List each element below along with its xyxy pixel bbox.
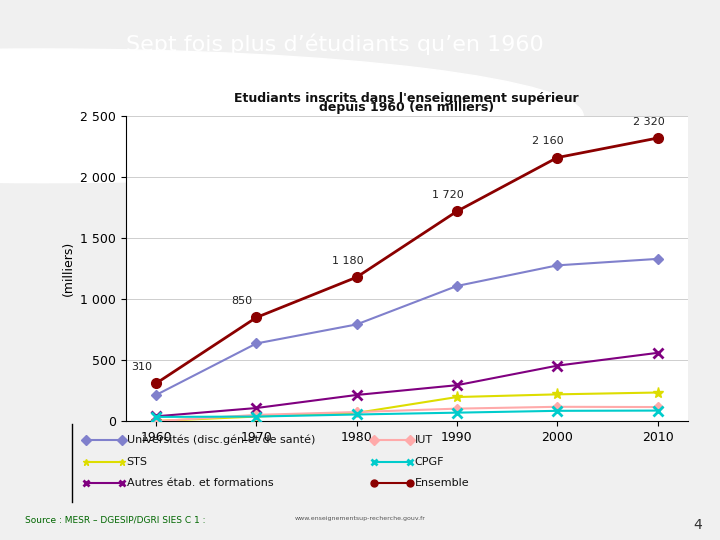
- Ensemble: [352, 274, 361, 280]
- Ensemble: [152, 380, 161, 387]
- Text: Source : MESR – DGESIP/DGRI SIES C 1 :: Source : MESR – DGESIP/DGRI SIES C 1 :: [25, 516, 206, 525]
- CPGF: [653, 407, 662, 414]
- IUT: [352, 409, 361, 415]
- Universités (disc.gén.et de santé): [653, 255, 662, 262]
- Universités (disc.gén.et de santé): [553, 262, 562, 268]
- Ensemble: [453, 208, 462, 214]
- Autres étab. et formations: [553, 362, 562, 369]
- STS: [453, 394, 462, 400]
- Ensemble: [553, 154, 562, 161]
- Text: Etudiants inscrits dans l'enseignement supérieur: Etudiants inscrits dans l'enseignement s…: [235, 92, 579, 105]
- Line: Universités (disc.gén.et de santé): Universités (disc.gén.et de santé): [153, 255, 661, 399]
- Autres étab. et formations: [252, 405, 261, 411]
- CPGF: [352, 411, 361, 418]
- Text: Autres étab. et formations: Autres étab. et formations: [127, 478, 274, 488]
- Circle shape: [0, 49, 583, 183]
- Universités (disc.gén.et de santé): [352, 321, 361, 328]
- Line: Autres étab. et formations: Autres étab. et formations: [151, 348, 662, 421]
- Text: IUT: IUT: [415, 435, 433, 445]
- Autres étab. et formations: [352, 392, 361, 398]
- Text: depuis 1960 (en milliers): depuis 1960 (en milliers): [319, 101, 495, 114]
- Universités (disc.gén.et de santé): [252, 340, 261, 347]
- IUT: [252, 411, 261, 418]
- Text: Universités (disc.gén.et de santé): Universités (disc.gén.et de santé): [127, 435, 315, 446]
- CPGF: [252, 413, 261, 420]
- Text: Sept fois plus d’étudiants qu’en 1960: Sept fois plus d’étudiants qu’en 1960: [126, 34, 544, 55]
- Text: 2 160: 2 160: [532, 137, 564, 146]
- Text: 1 180: 1 180: [332, 256, 364, 266]
- Text: STS: STS: [127, 457, 148, 467]
- STS: [352, 410, 361, 416]
- CPGF: [553, 408, 562, 414]
- Line: Ensemble: Ensemble: [151, 133, 662, 388]
- Ensemble: [653, 135, 662, 141]
- Text: 850: 850: [231, 296, 253, 306]
- Text: 1 720: 1 720: [432, 190, 464, 200]
- Text: 4: 4: [693, 518, 702, 532]
- Autres étab. et formations: [453, 382, 462, 388]
- IUT: [152, 418, 161, 424]
- Ensemble: [252, 314, 261, 321]
- Text: CPGF: CPGF: [415, 457, 444, 467]
- Text: Ensemble: Ensemble: [415, 478, 469, 488]
- Text: www.enseignementsup-recherche.gouv.fr: www.enseignementsup-recherche.gouv.fr: [294, 516, 426, 521]
- Line: IUT: IUT: [153, 403, 661, 424]
- STS: [653, 389, 662, 396]
- STS: [152, 418, 161, 424]
- Text: 310: 310: [131, 362, 152, 372]
- Line: STS: STS: [150, 387, 663, 427]
- IUT: [553, 403, 562, 410]
- Text: 2 320: 2 320: [632, 117, 665, 127]
- Universités (disc.gén.et de santé): [152, 392, 161, 398]
- STS: [553, 391, 562, 397]
- STS: [252, 413, 261, 420]
- Y-axis label: (milliers): (milliers): [62, 241, 75, 296]
- CPGF: [152, 414, 161, 420]
- Autres étab. et formations: [653, 349, 662, 356]
- IUT: [653, 404, 662, 410]
- Autres étab. et formations: [152, 413, 161, 420]
- CPGF: [453, 409, 462, 416]
- Universités (disc.gén.et de santé): [453, 283, 462, 289]
- Line: CPGF: CPGF: [151, 406, 662, 422]
- IUT: [453, 406, 462, 412]
